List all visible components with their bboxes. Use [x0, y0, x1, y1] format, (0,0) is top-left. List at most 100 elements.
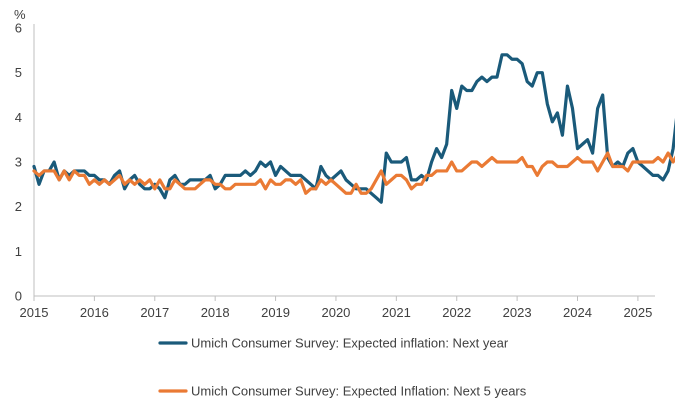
- data-point: [506, 54, 508, 56]
- data-point: [294, 174, 296, 176]
- data-point: [617, 165, 619, 167]
- data-point: [189, 188, 191, 190]
- data-point: [642, 165, 644, 167]
- x-tick-label: 2015: [20, 305, 49, 320]
- data-point: [617, 161, 619, 163]
- data-point: [385, 183, 387, 185]
- x-tick-label: 2025: [623, 305, 652, 320]
- data-point: [78, 170, 80, 172]
- data-point: [536, 71, 538, 73]
- data-point: [335, 174, 337, 176]
- y-tick-label: 1: [15, 244, 22, 259]
- data-point: [566, 85, 568, 87]
- data-point: [451, 89, 453, 91]
- data-point: [521, 63, 523, 65]
- data-point: [269, 161, 271, 163]
- data-point: [586, 138, 588, 140]
- x-tick-label: 2024: [563, 305, 592, 320]
- data-point: [400, 174, 402, 176]
- data-point: [249, 174, 251, 176]
- data-point: [526, 80, 528, 82]
- data-point: [365, 192, 367, 194]
- data-point: [536, 174, 538, 176]
- data-point: [229, 174, 231, 176]
- x-tick-label: 2019: [261, 305, 290, 320]
- data-point: [300, 179, 302, 181]
- y-tick-label: 2: [15, 199, 22, 214]
- data-point: [254, 183, 256, 185]
- data-point: [561, 134, 563, 136]
- y-tick-label: 5: [15, 65, 22, 80]
- data-point: [113, 174, 115, 176]
- data-point: [657, 174, 659, 176]
- data-point: [305, 192, 307, 194]
- data-point: [370, 188, 372, 190]
- data-point: [486, 161, 488, 163]
- data-point: [174, 174, 176, 176]
- data-point: [219, 183, 221, 185]
- data-point: [33, 170, 35, 172]
- data-point: [415, 179, 417, 181]
- data-point: [53, 161, 55, 163]
- data-point: [63, 170, 65, 172]
- data-point: [128, 179, 130, 181]
- data-point: [88, 183, 90, 185]
- data-point: [224, 174, 226, 176]
- series-line-next-5-years: [32, 151, 675, 195]
- data-point: [350, 183, 352, 185]
- x-tick-label: 2020: [321, 305, 350, 320]
- data-point: [289, 174, 291, 176]
- data-point: [435, 170, 437, 172]
- data-point: [622, 165, 624, 167]
- data-point: [365, 188, 367, 190]
- data-point: [138, 179, 140, 181]
- data-point: [576, 156, 578, 158]
- x-tick-label: 2021: [382, 305, 411, 320]
- data-point: [662, 179, 664, 181]
- data-point: [38, 174, 40, 176]
- data-point: [420, 183, 422, 185]
- data-point: [546, 161, 548, 163]
- data-point: [133, 183, 135, 185]
- data-point: [395, 174, 397, 176]
- data-point: [98, 179, 100, 181]
- data-point: [284, 170, 286, 172]
- data-point: [244, 183, 246, 185]
- data-point: [194, 188, 196, 190]
- data-point: [672, 161, 674, 163]
- data-point: [607, 152, 609, 154]
- x-tick-label: 2017: [140, 305, 169, 320]
- data-point: [108, 183, 110, 185]
- data-point: [556, 112, 558, 114]
- data-point: [551, 161, 553, 163]
- data-point: [83, 170, 85, 172]
- data-point: [214, 188, 216, 190]
- y-tick-label: 6: [15, 21, 22, 36]
- data-point: [93, 179, 95, 181]
- data-point: [440, 170, 442, 172]
- data-point: [632, 161, 634, 163]
- x-tick-label: 2018: [201, 305, 230, 320]
- data-point: [481, 165, 483, 167]
- data-point: [38, 183, 40, 185]
- data-point: [491, 76, 493, 78]
- data-point: [561, 165, 563, 167]
- data-point: [395, 161, 397, 163]
- data-point: [209, 174, 211, 176]
- data-point: [551, 121, 553, 123]
- data-point: [149, 188, 151, 190]
- data-point: [330, 179, 332, 181]
- data-point: [58, 179, 60, 181]
- y-axis-ticks: 0 1 2 3 4 5 6: [15, 21, 22, 304]
- data-point: [576, 147, 578, 149]
- data-point: [43, 170, 45, 172]
- data-point: [511, 58, 513, 60]
- data-point: [667, 170, 669, 172]
- data-point: [405, 156, 407, 158]
- data-point: [375, 197, 377, 199]
- data-point: [264, 165, 266, 167]
- data-point: [174, 179, 176, 181]
- data-point: [144, 183, 146, 185]
- data-point: [249, 183, 251, 185]
- data-point: [73, 170, 75, 172]
